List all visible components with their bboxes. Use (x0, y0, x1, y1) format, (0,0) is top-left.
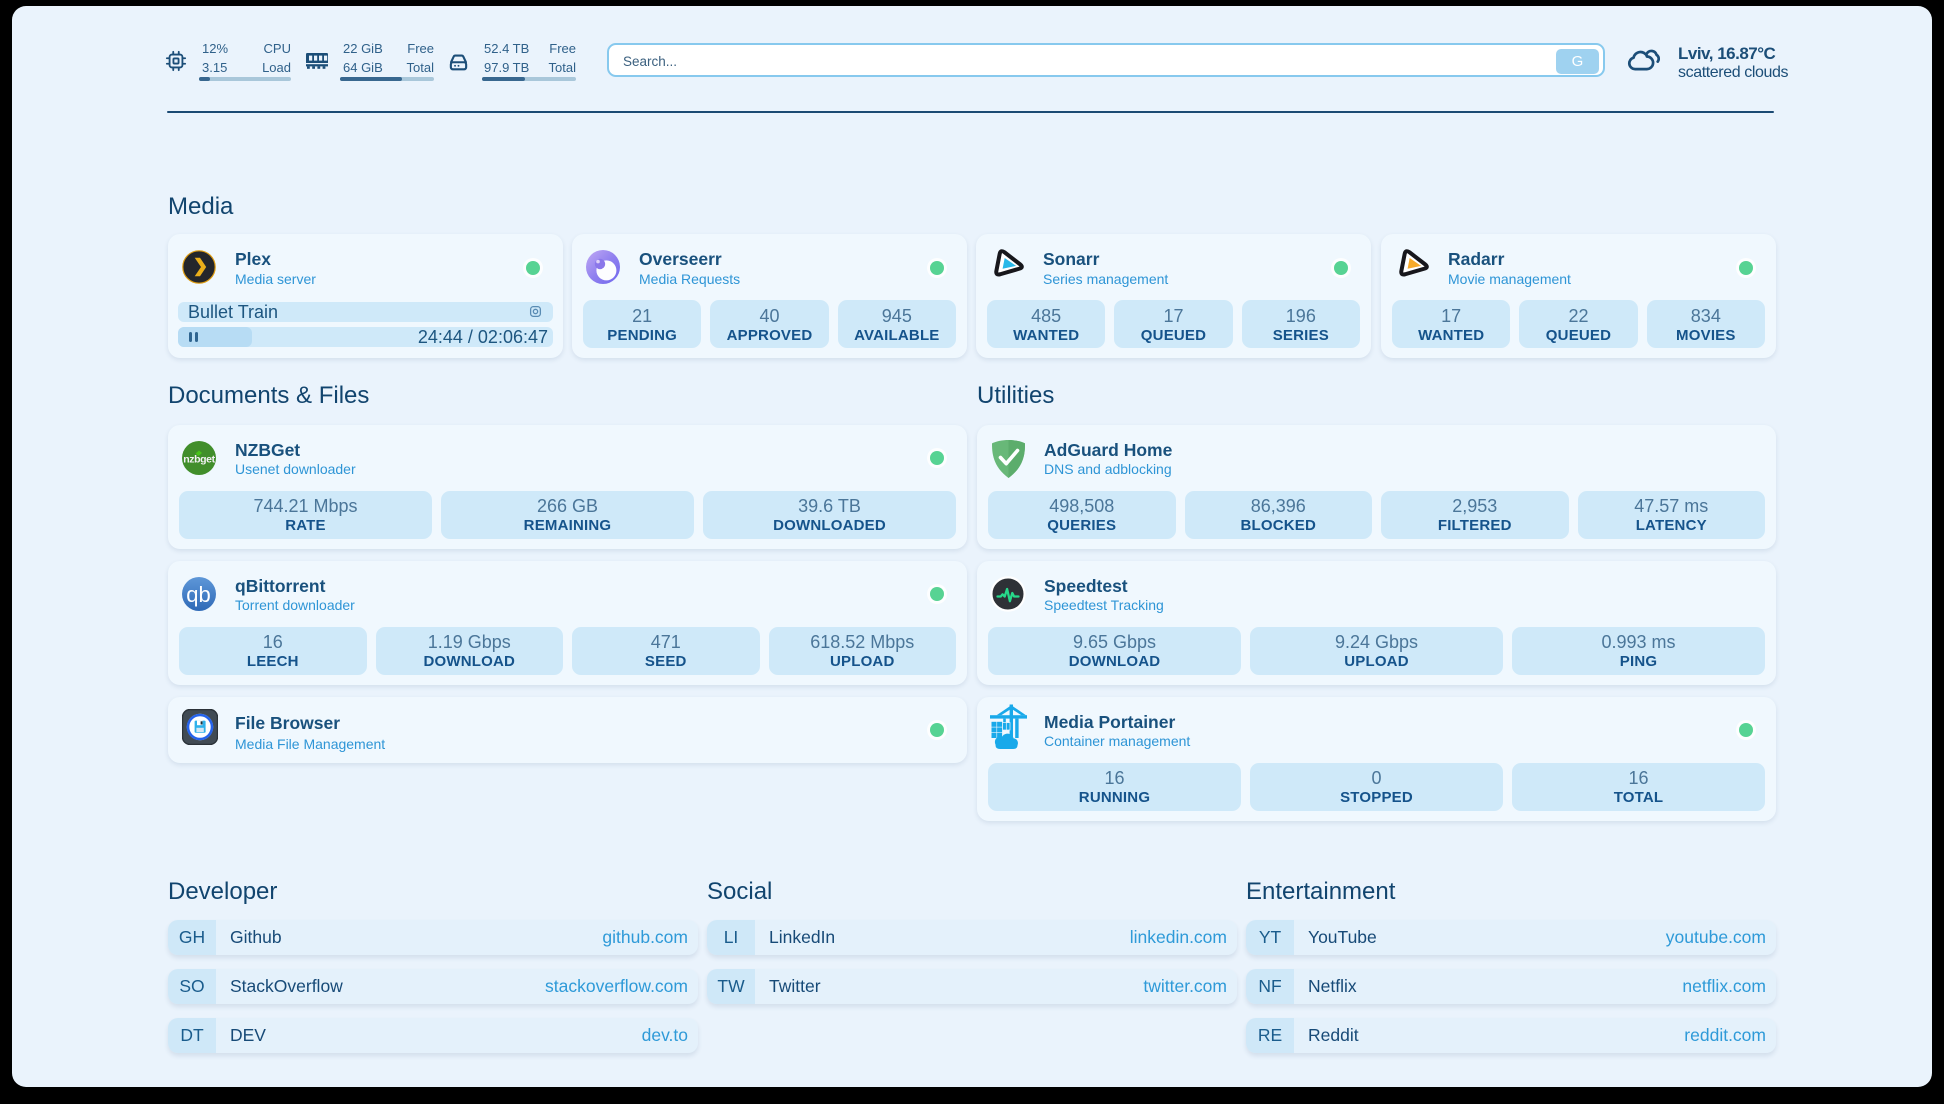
svg-text:nzbget: nzbget (183, 453, 215, 465)
svg-text:qb: qb (186, 582, 210, 607)
